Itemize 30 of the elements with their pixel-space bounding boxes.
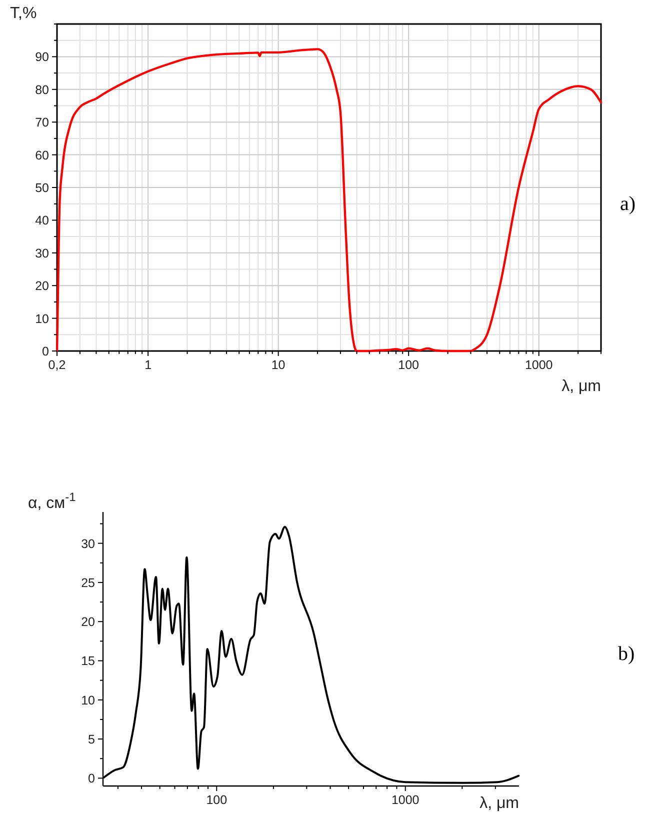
y-tick-label: 80 [35, 82, 50, 97]
y-tick-label: 50 [35, 181, 50, 195]
y-tick-label: 10 [35, 312, 50, 326]
text: b) [618, 643, 635, 665]
x-axis-title: λ, μm [562, 378, 601, 395]
y-tick-label: 10 [81, 693, 96, 708]
y-tick-label: 15 [81, 654, 96, 668]
y-tick-label: 90 [35, 50, 50, 64]
x-tick-label: 0,2 [48, 358, 66, 372]
y-tick-label: 40 [35, 214, 50, 228]
x-axis-title: λ, μm [480, 795, 519, 812]
y-tick-label: 70 [35, 116, 50, 130]
y-tick-label: 25 [81, 576, 96, 590]
y-axis-title: α, см$^{-1}$ [28, 490, 76, 512]
y-tick-label: 20 [81, 615, 96, 630]
y-tick-label: 0 [42, 344, 50, 358]
x-tick-label: 1000 [391, 793, 420, 807]
y-tick-label: 5 [88, 732, 96, 747]
x-tick-label: 100 [206, 793, 228, 807]
y-tick-label: 60 [35, 148, 50, 162]
text: a) [620, 193, 636, 215]
x-tick-label: 1 [144, 358, 152, 372]
y-tick-label: 20 [35, 279, 50, 294]
x-tick-label: 1000 [524, 358, 553, 372]
y-tick-label: 0 [88, 772, 96, 786]
y-tick-label: 30 [35, 246, 50, 260]
y-axis-title: T,% [10, 5, 37, 22]
y-tick-label: 30 [81, 536, 96, 551]
x-tick-label: 10 [271, 358, 286, 372]
x-tick-label: 100 [398, 358, 420, 372]
